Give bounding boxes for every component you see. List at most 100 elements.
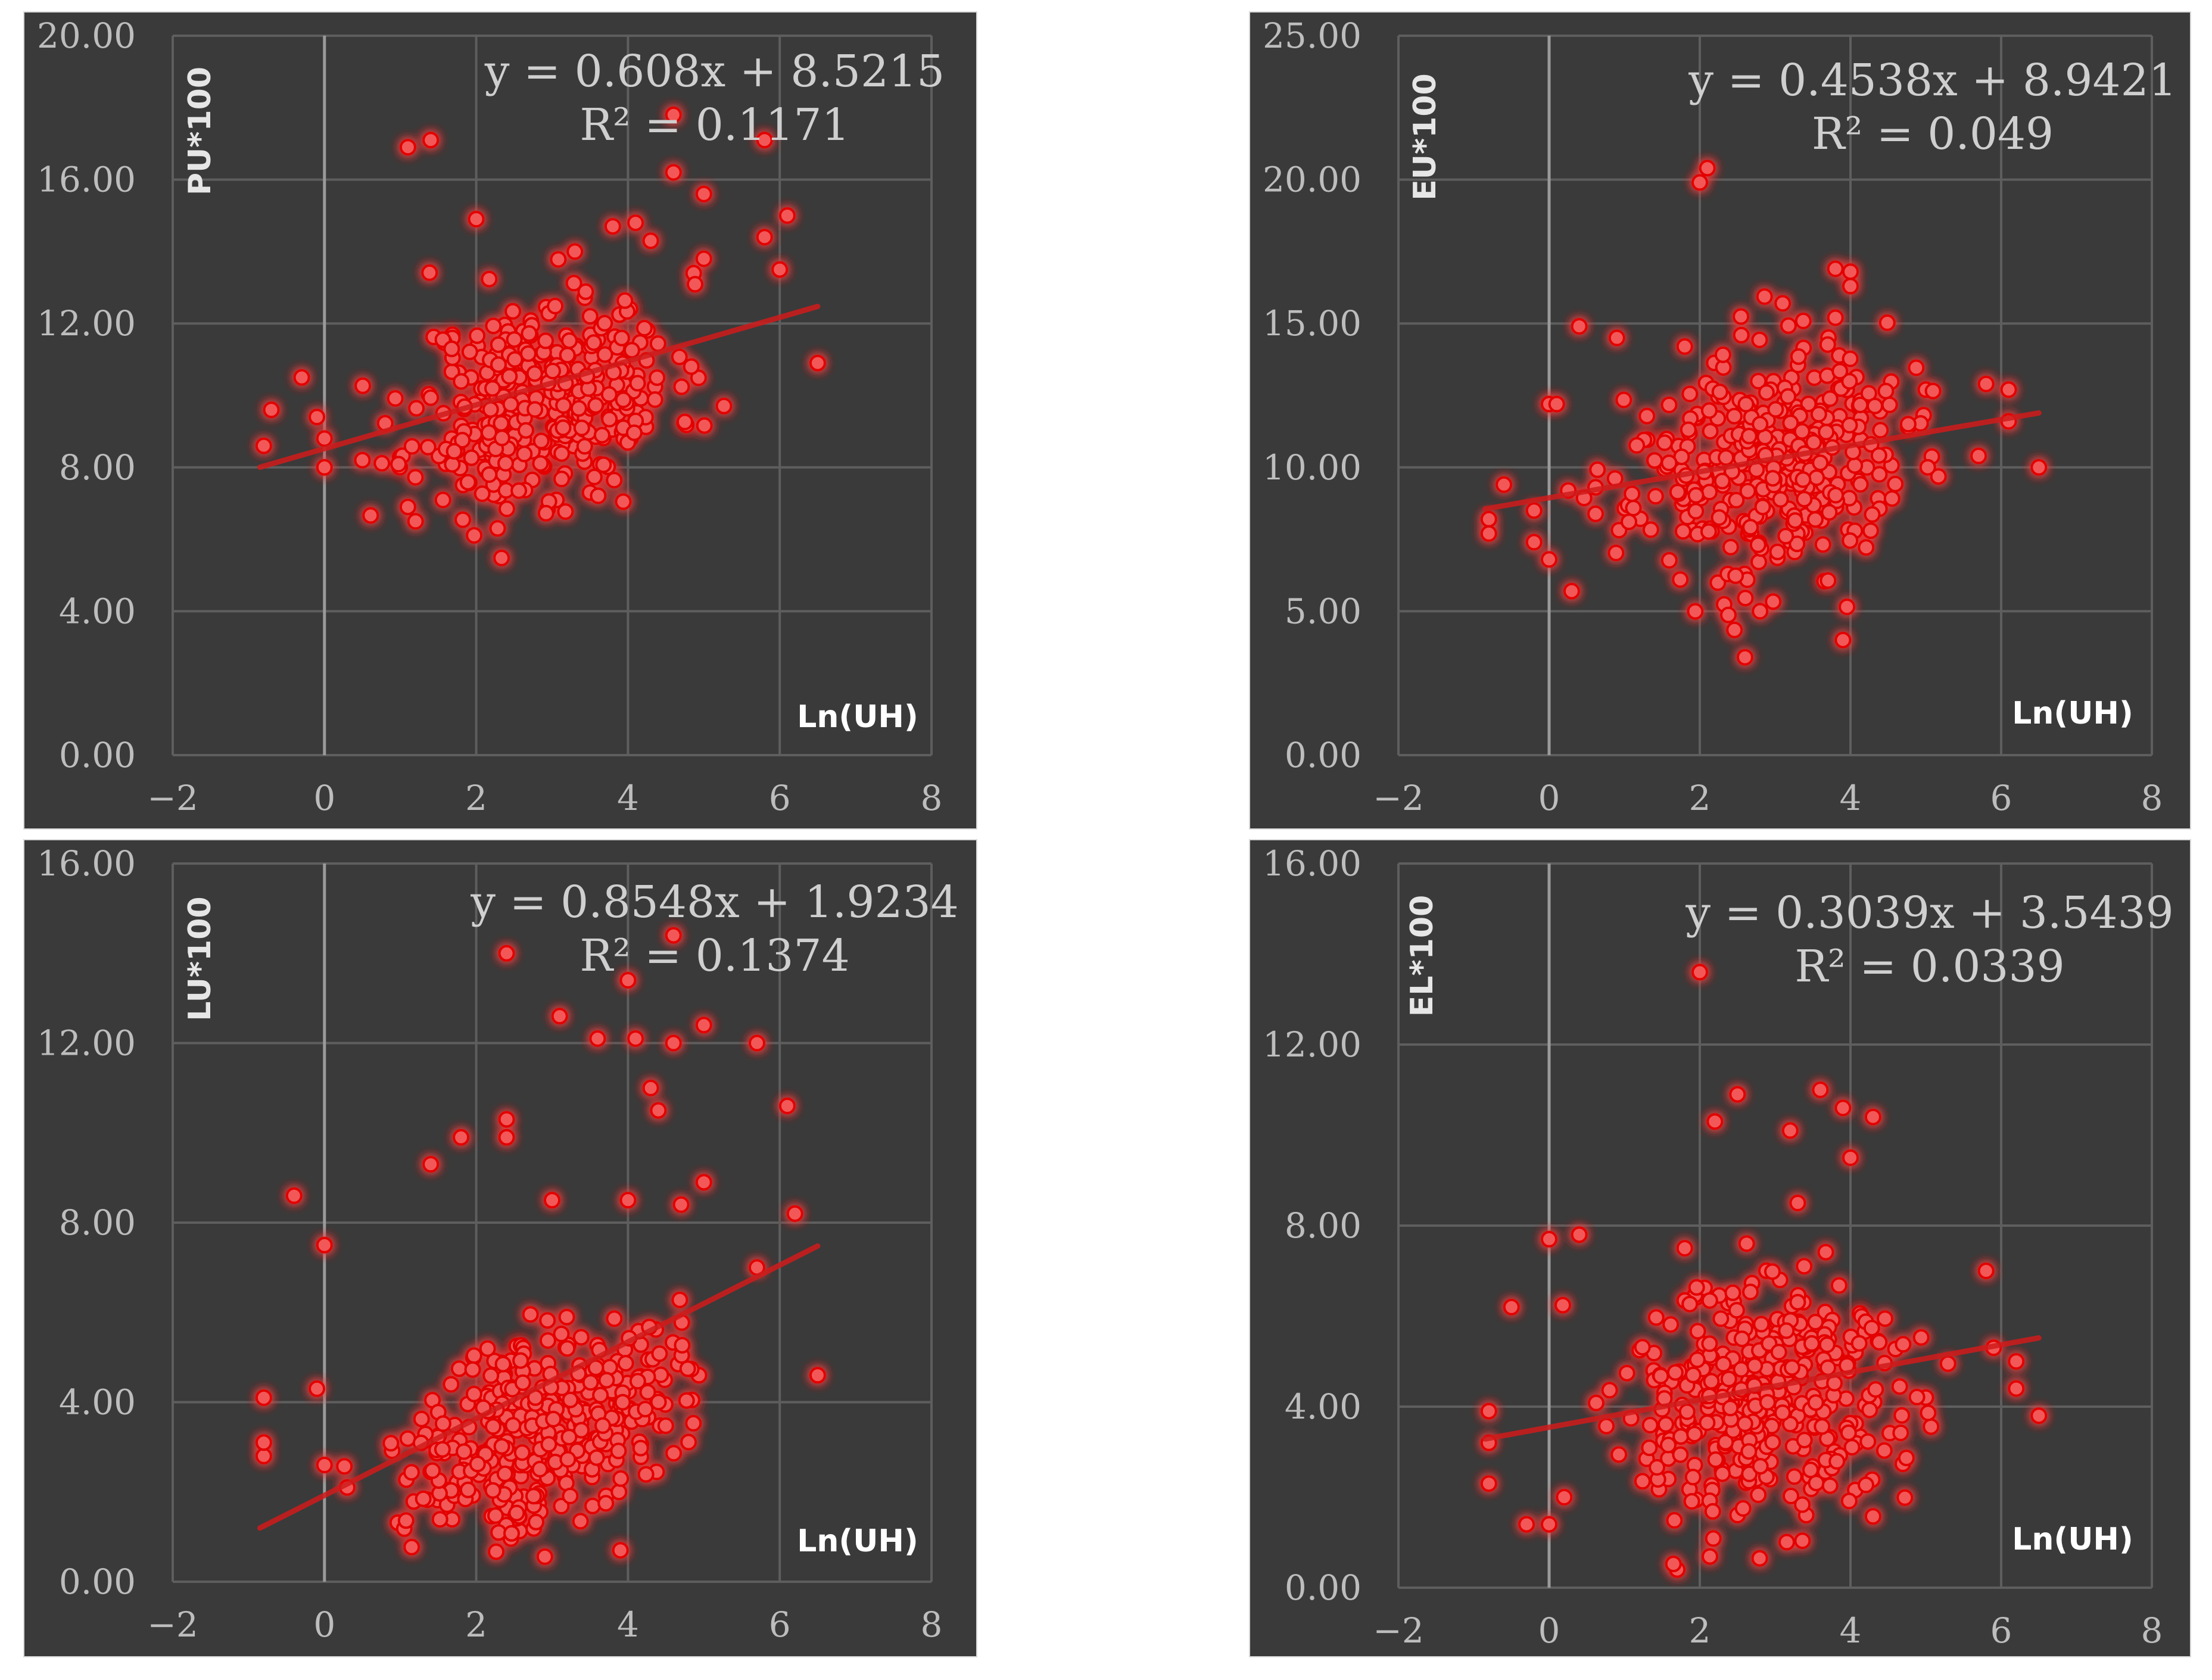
data-point (390, 456, 407, 473)
data-point (255, 1389, 272, 1406)
data-point (614, 1394, 631, 1411)
data-point (1789, 1195, 1806, 1211)
data-point (623, 342, 640, 359)
data-point (520, 345, 537, 362)
data-point (1778, 1533, 1795, 1551)
data-point (2008, 1353, 2025, 1370)
data-point (606, 472, 623, 489)
data-point (1786, 1468, 1803, 1485)
data-point (1887, 475, 1904, 493)
data-point (1680, 421, 1697, 438)
data-point (695, 1017, 712, 1034)
data-point (562, 1488, 579, 1504)
data-point (625, 424, 643, 441)
data-point (506, 331, 523, 348)
data-point (469, 327, 486, 344)
chart-eu: 0.00 5.00 10.00 15.00 20.00 25.00 −2 0 2 4 6 8 y = 0… (1249, 11, 2191, 830)
data-point (1841, 373, 1858, 390)
data-point (422, 389, 440, 406)
data-point (506, 351, 524, 368)
data-point (521, 325, 538, 342)
data-point (421, 264, 438, 281)
data-point (582, 1374, 599, 1391)
data-point (601, 410, 618, 428)
data-point (550, 251, 567, 268)
y-tick-label: 15.00 (1263, 303, 1362, 344)
data-point (1827, 309, 1844, 326)
data-point (387, 390, 404, 407)
data-point (459, 1481, 476, 1498)
y-tick-label: 8.00 (59, 1202, 136, 1243)
data-point (510, 482, 528, 499)
data-point (1687, 487, 1705, 504)
data-point (559, 347, 576, 364)
data-point (1754, 498, 1771, 516)
data-point (555, 397, 572, 414)
y-tick-label: 10.00 (1263, 447, 1362, 488)
data-point (635, 320, 653, 336)
data-point (594, 1417, 611, 1434)
x-tick-label: 4 (1840, 1610, 1862, 1651)
data-point (487, 1507, 504, 1524)
data-point (1774, 1404, 1791, 1422)
data-point (1878, 314, 1896, 331)
data-point (1805, 434, 1822, 451)
data-point (463, 449, 480, 466)
y-tick-label: 20.00 (37, 15, 136, 56)
data-point (1818, 1336, 1836, 1353)
data-point (1672, 1446, 1689, 1463)
data-point (561, 332, 578, 349)
y-tick-label: 20.00 (1263, 160, 1362, 200)
data-point (1658, 1416, 1674, 1433)
data-point (1800, 395, 1817, 413)
data-point (459, 473, 476, 491)
data-point (1503, 1298, 1520, 1316)
data-point (1736, 649, 1753, 666)
data-point (482, 1367, 500, 1384)
x-tick-label: 2 (1689, 778, 1711, 818)
data-point (1601, 1382, 1618, 1399)
data-point (786, 1205, 803, 1222)
data-point (1930, 468, 1947, 485)
data-point (419, 438, 437, 456)
data-point (1588, 1394, 1605, 1411)
data-point (1739, 482, 1756, 500)
data-point (1736, 1415, 1753, 1432)
data-point (1920, 1404, 1937, 1422)
data-point (1729, 1086, 1746, 1103)
data-point (316, 459, 333, 476)
data-point (1634, 1339, 1651, 1356)
data-point (1871, 466, 1888, 483)
data-point (513, 1444, 531, 1461)
data-point (756, 132, 773, 149)
data-point (456, 1443, 472, 1460)
data-point (445, 442, 463, 460)
data-point (1827, 487, 1845, 504)
data-point (362, 507, 379, 524)
data-point (1977, 375, 1995, 392)
data-point (1666, 1364, 1684, 1381)
data-point (1883, 490, 1901, 507)
scatter-points (1480, 160, 2048, 666)
data-point (1660, 396, 1678, 413)
trend-equation: y = 0.3039x + 3.5439 (1685, 887, 2174, 939)
x-tick-label: −2 (1373, 778, 1424, 818)
data-point (316, 1236, 333, 1254)
data-point (1840, 1424, 1857, 1441)
data-point (1672, 571, 1689, 588)
data-point (485, 1418, 501, 1435)
data-point (1806, 511, 1824, 528)
data-point (674, 1336, 691, 1354)
data-point (1834, 631, 1852, 649)
data-point (424, 1462, 441, 1479)
data-point (1850, 1335, 1868, 1352)
data-point (1899, 416, 1917, 433)
data-point (493, 1438, 510, 1455)
data-point (598, 1372, 615, 1389)
data-point (590, 487, 607, 504)
data-point (1751, 1550, 1768, 1567)
data-point (683, 358, 700, 375)
data-point (573, 419, 590, 437)
data-point (1782, 414, 1799, 432)
